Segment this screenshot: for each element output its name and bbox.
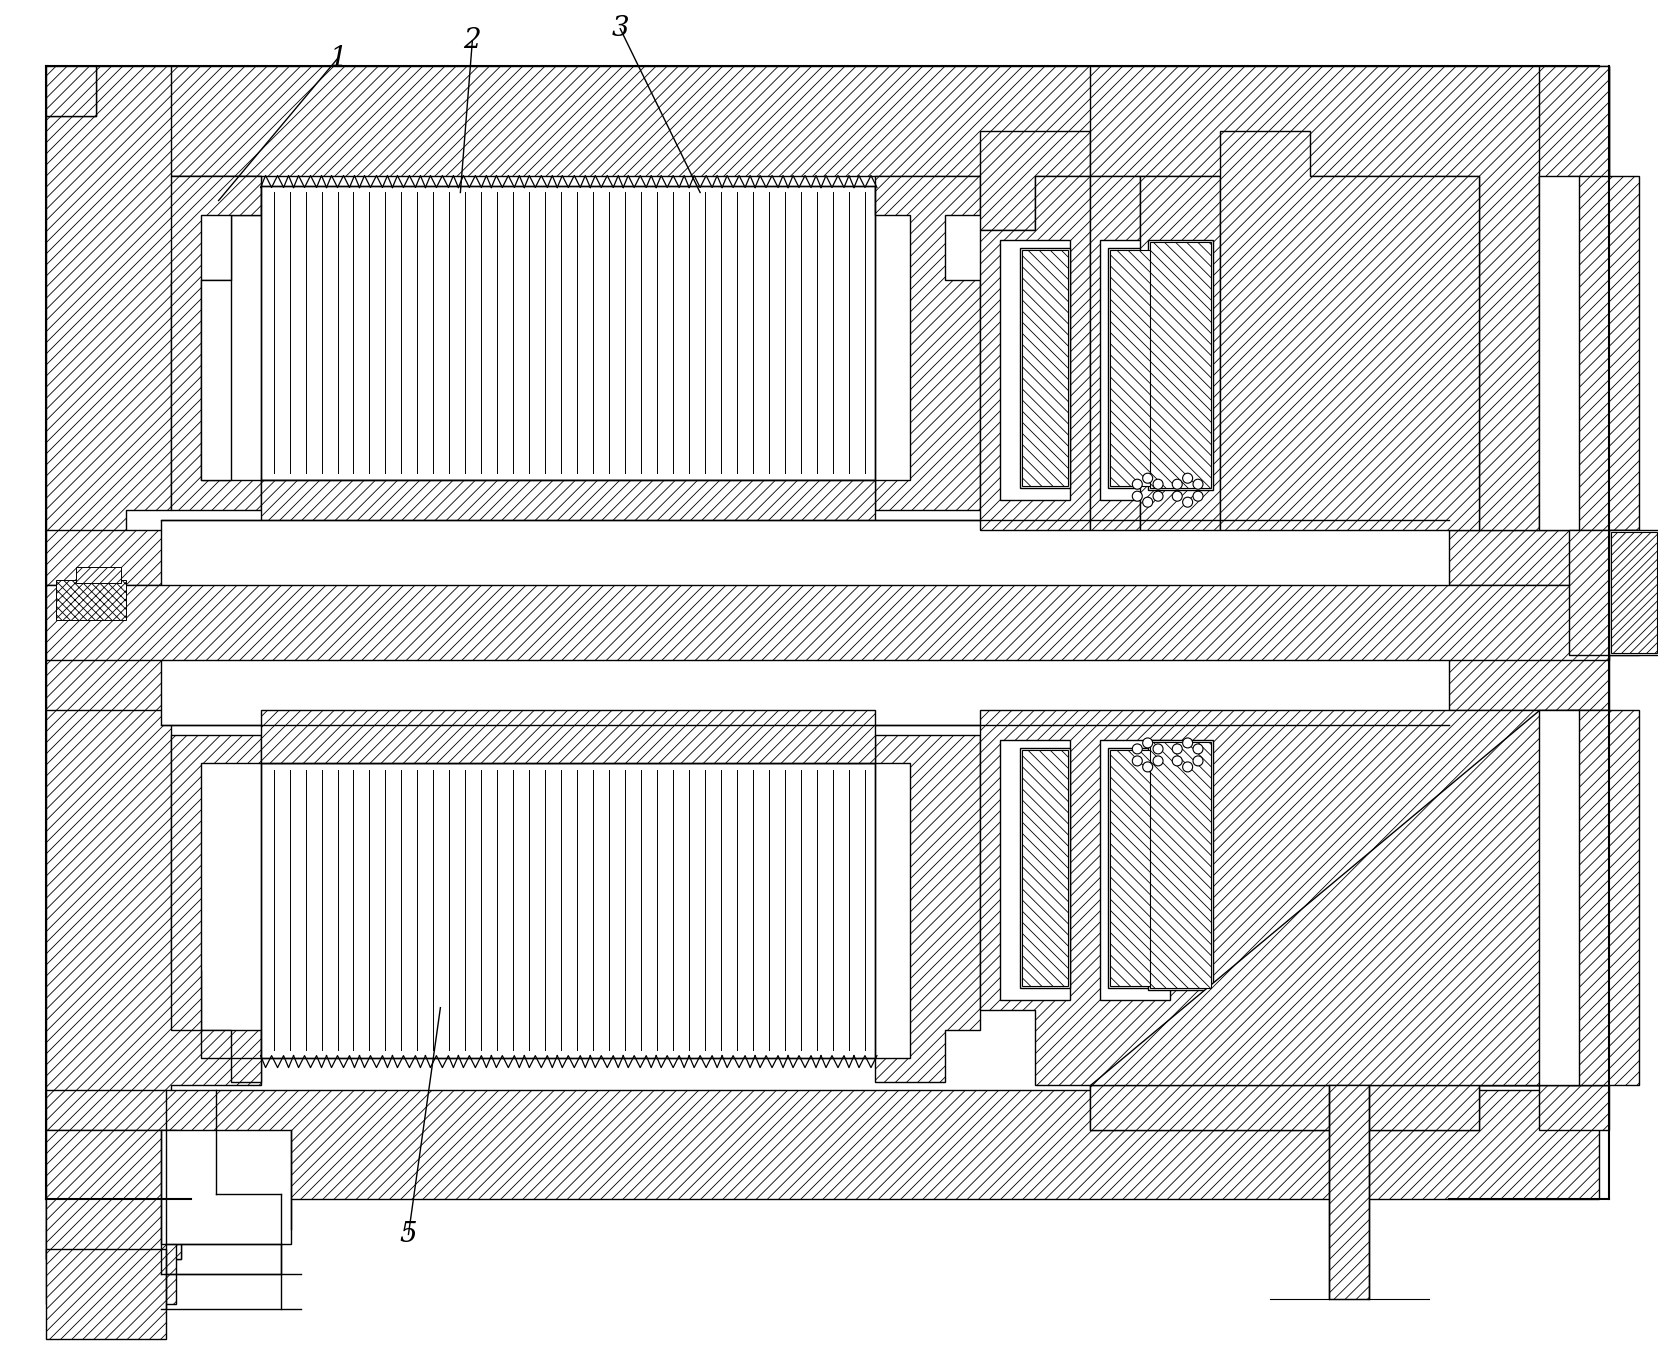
- Polygon shape: [46, 640, 260, 1130]
- Polygon shape: [171, 175, 260, 511]
- Circle shape: [1173, 756, 1183, 766]
- Bar: [1148, 241, 1213, 490]
- Bar: [71, 560, 126, 585]
- Polygon shape: [980, 131, 1090, 230]
- Bar: [46, 1130, 176, 1304]
- Polygon shape: [1569, 531, 1639, 655]
- Circle shape: [1143, 762, 1153, 772]
- Text: 5: 5: [400, 1220, 418, 1247]
- Bar: [1108, 248, 1163, 488]
- Circle shape: [1133, 744, 1143, 754]
- Circle shape: [1153, 480, 1163, 489]
- Circle shape: [1133, 492, 1143, 501]
- Circle shape: [1193, 492, 1203, 501]
- Bar: [260, 710, 874, 762]
- Bar: [1329, 1084, 1369, 1300]
- Circle shape: [1183, 762, 1193, 772]
- Polygon shape: [1090, 66, 1609, 531]
- Polygon shape: [980, 710, 1540, 1130]
- Bar: [46, 66, 96, 116]
- Polygon shape: [171, 735, 260, 1082]
- Bar: [1108, 748, 1163, 987]
- Bar: [46, 1130, 181, 1259]
- Bar: [46, 1090, 1599, 1199]
- Circle shape: [1133, 756, 1143, 766]
- Bar: [1022, 750, 1068, 986]
- Bar: [1540, 175, 1579, 531]
- Bar: [46, 585, 1609, 660]
- Polygon shape: [1090, 710, 1609, 1084]
- Bar: [1150, 242, 1211, 488]
- Polygon shape: [46, 66, 260, 570]
- Bar: [1609, 531, 1659, 655]
- Bar: [1020, 248, 1070, 488]
- Circle shape: [1153, 756, 1163, 766]
- Bar: [1022, 251, 1068, 486]
- Bar: [1110, 750, 1161, 986]
- Circle shape: [1173, 480, 1183, 489]
- Bar: [46, 1250, 166, 1339]
- Bar: [1540, 710, 1579, 1084]
- Bar: [1150, 742, 1211, 987]
- Circle shape: [1143, 497, 1153, 508]
- Circle shape: [1193, 480, 1203, 489]
- Bar: [56, 581, 126, 620]
- Bar: [260, 762, 874, 1057]
- Bar: [1569, 175, 1639, 531]
- Circle shape: [1143, 473, 1153, 484]
- Bar: [201, 216, 231, 280]
- Circle shape: [1143, 738, 1153, 748]
- Bar: [46, 531, 1609, 585]
- Bar: [46, 66, 96, 116]
- Bar: [161, 1130, 290, 1245]
- Bar: [260, 186, 874, 480]
- Bar: [1100, 740, 1170, 999]
- Circle shape: [1133, 480, 1143, 489]
- Bar: [1110, 251, 1161, 486]
- Text: 3: 3: [612, 15, 629, 42]
- Bar: [1148, 740, 1213, 990]
- Bar: [161, 520, 1450, 725]
- Circle shape: [1183, 497, 1193, 508]
- Circle shape: [1183, 738, 1193, 748]
- Circle shape: [1193, 756, 1203, 766]
- Bar: [46, 655, 1609, 710]
- Bar: [46, 570, 126, 640]
- Polygon shape: [1140, 175, 1219, 531]
- Bar: [76, 567, 121, 583]
- Polygon shape: [1090, 175, 1140, 531]
- Bar: [1020, 748, 1070, 987]
- Bar: [46, 66, 1599, 175]
- Bar: [46, 1199, 181, 1259]
- Bar: [1000, 740, 1070, 999]
- Text: 2: 2: [463, 27, 481, 54]
- Circle shape: [1173, 744, 1183, 754]
- Polygon shape: [874, 735, 980, 1082]
- Bar: [201, 280, 231, 480]
- Bar: [1611, 532, 1657, 653]
- Circle shape: [1153, 492, 1163, 501]
- Circle shape: [1183, 473, 1193, 484]
- Circle shape: [1153, 744, 1163, 754]
- Bar: [1100, 241, 1170, 500]
- Polygon shape: [980, 175, 1090, 531]
- Polygon shape: [1090, 1084, 1609, 1130]
- Circle shape: [1193, 744, 1203, 754]
- Bar: [71, 566, 126, 585]
- Bar: [1540, 66, 1609, 180]
- Bar: [1000, 241, 1070, 500]
- Text: 1: 1: [328, 46, 347, 73]
- Bar: [1569, 710, 1639, 1084]
- Polygon shape: [1219, 131, 1480, 531]
- Circle shape: [1173, 492, 1183, 501]
- Bar: [260, 480, 874, 535]
- Polygon shape: [874, 175, 980, 511]
